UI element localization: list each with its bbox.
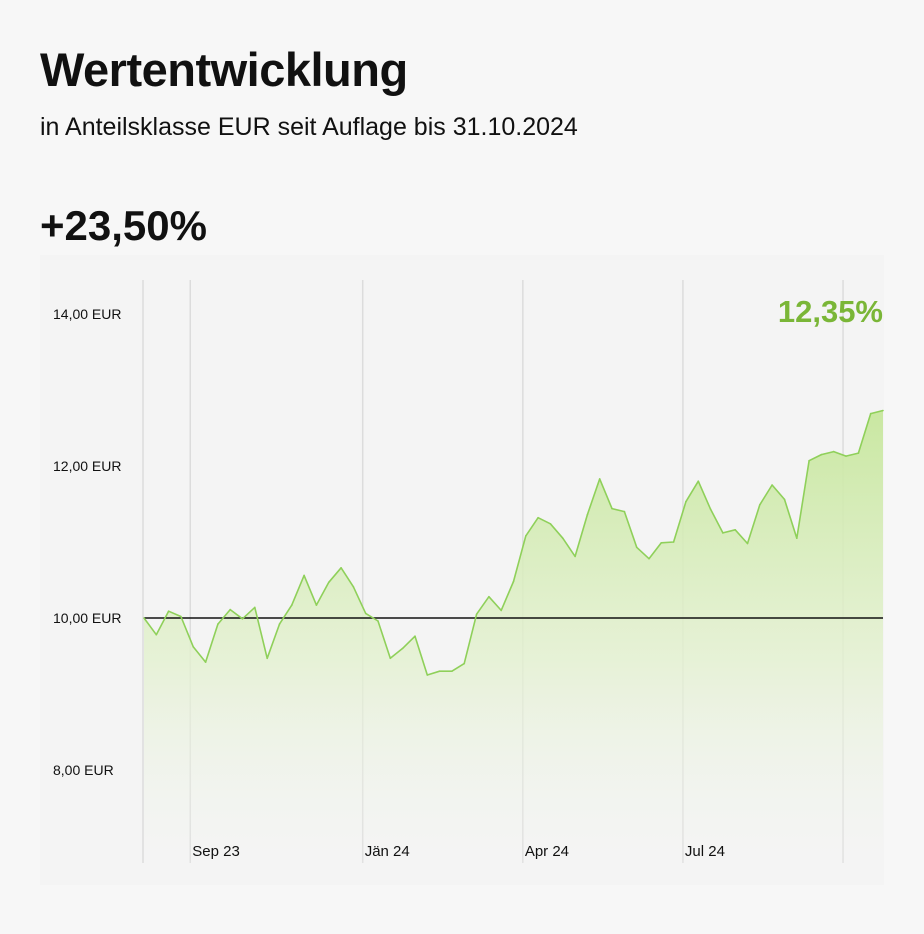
data-point <box>180 615 182 618</box>
data-point <box>783 498 786 501</box>
data-point <box>401 647 404 650</box>
y-tick-label: 10,00 EUR <box>53 610 121 626</box>
data-point <box>697 480 700 482</box>
series-line <box>143 409 884 676</box>
data-point <box>672 541 675 543</box>
data-point <box>611 507 613 510</box>
data-point <box>204 661 207 663</box>
data-point <box>426 674 429 676</box>
data-point <box>500 609 503 612</box>
data-point <box>438 670 441 672</box>
data-point <box>660 542 663 544</box>
data-point <box>266 657 268 660</box>
data-point <box>598 478 601 480</box>
data-point <box>463 662 466 665</box>
total-return-value: +23,50% <box>40 202 207 249</box>
data-point <box>648 557 650 560</box>
x-axis-ticks: Sep 23 Jän 24 Apr 24 Jul 24 <box>192 843 725 860</box>
data-point <box>217 623 219 625</box>
x-tick-label: Apr 24 <box>525 843 569 860</box>
data-point <box>303 574 305 577</box>
period-return-label: 12,35% <box>778 294 883 329</box>
data-point <box>549 523 552 525</box>
data-point <box>562 537 564 539</box>
data-point <box>820 453 823 456</box>
data-point <box>537 516 539 519</box>
x-tick-label: Jän 24 <box>365 843 410 860</box>
data-point <box>340 567 342 569</box>
data-point <box>759 504 761 506</box>
data-point <box>192 646 195 648</box>
data-point <box>377 620 379 622</box>
data-point <box>155 633 158 636</box>
data-point <box>451 670 453 672</box>
data-point <box>586 513 589 516</box>
data-point <box>254 606 256 609</box>
data-point <box>525 535 527 537</box>
y-axis-ticks: 14,00 EUR 12,00 EUR 10,00 EUR 8,00 EUR <box>53 306 121 778</box>
data-point <box>857 452 860 454</box>
data-point <box>389 657 392 660</box>
y-tick-label: 8,00 EUR <box>53 762 114 778</box>
data-point <box>635 546 638 549</box>
data-point <box>685 500 687 503</box>
chart-svg: 14,00 EUR 12,00 EUR 10,00 EUR 8,00 EUR Sep … <box>53 280 884 863</box>
data-point <box>869 412 872 415</box>
data-point <box>808 459 810 462</box>
data-point <box>623 510 626 513</box>
y-tick-label: 14,00 EUR <box>53 306 121 322</box>
data-point <box>796 537 798 539</box>
data-point <box>167 610 170 612</box>
area-path <box>144 410 883 863</box>
data-point <box>845 455 847 457</box>
data-point <box>291 604 293 606</box>
performance-chart: 14,00 EUR 12,00 EUR 10,00 EUR 8,00 EUR Sep … <box>40 255 884 885</box>
data-point <box>734 529 736 531</box>
data-point <box>771 484 773 486</box>
data-point <box>722 532 724 534</box>
y-tick-label: 12,00 EUR <box>53 458 121 474</box>
data-point <box>475 613 478 615</box>
data-point <box>278 623 281 625</box>
data-point <box>414 635 416 637</box>
data-point <box>241 618 244 620</box>
data-point <box>512 580 515 583</box>
data-point <box>143 617 145 619</box>
data-point <box>315 604 318 606</box>
data-point <box>746 542 749 545</box>
area-fill <box>144 410 883 863</box>
data-point <box>882 409 884 412</box>
data-point <box>352 586 355 588</box>
page-title: Wertentwicklung <box>40 43 408 96</box>
data-point <box>229 608 231 611</box>
data-point <box>364 612 367 615</box>
data-point <box>328 581 330 584</box>
data-point <box>709 508 712 511</box>
data-point <box>574 555 576 558</box>
page-subtitle: in Anteilsklasse EUR seit Auflage bis 31… <box>40 113 578 141</box>
data-point <box>488 595 490 598</box>
data-point <box>832 450 835 453</box>
x-tick-label: Sep 23 <box>192 843 240 860</box>
x-tick-label: Jul 24 <box>685 843 725 860</box>
